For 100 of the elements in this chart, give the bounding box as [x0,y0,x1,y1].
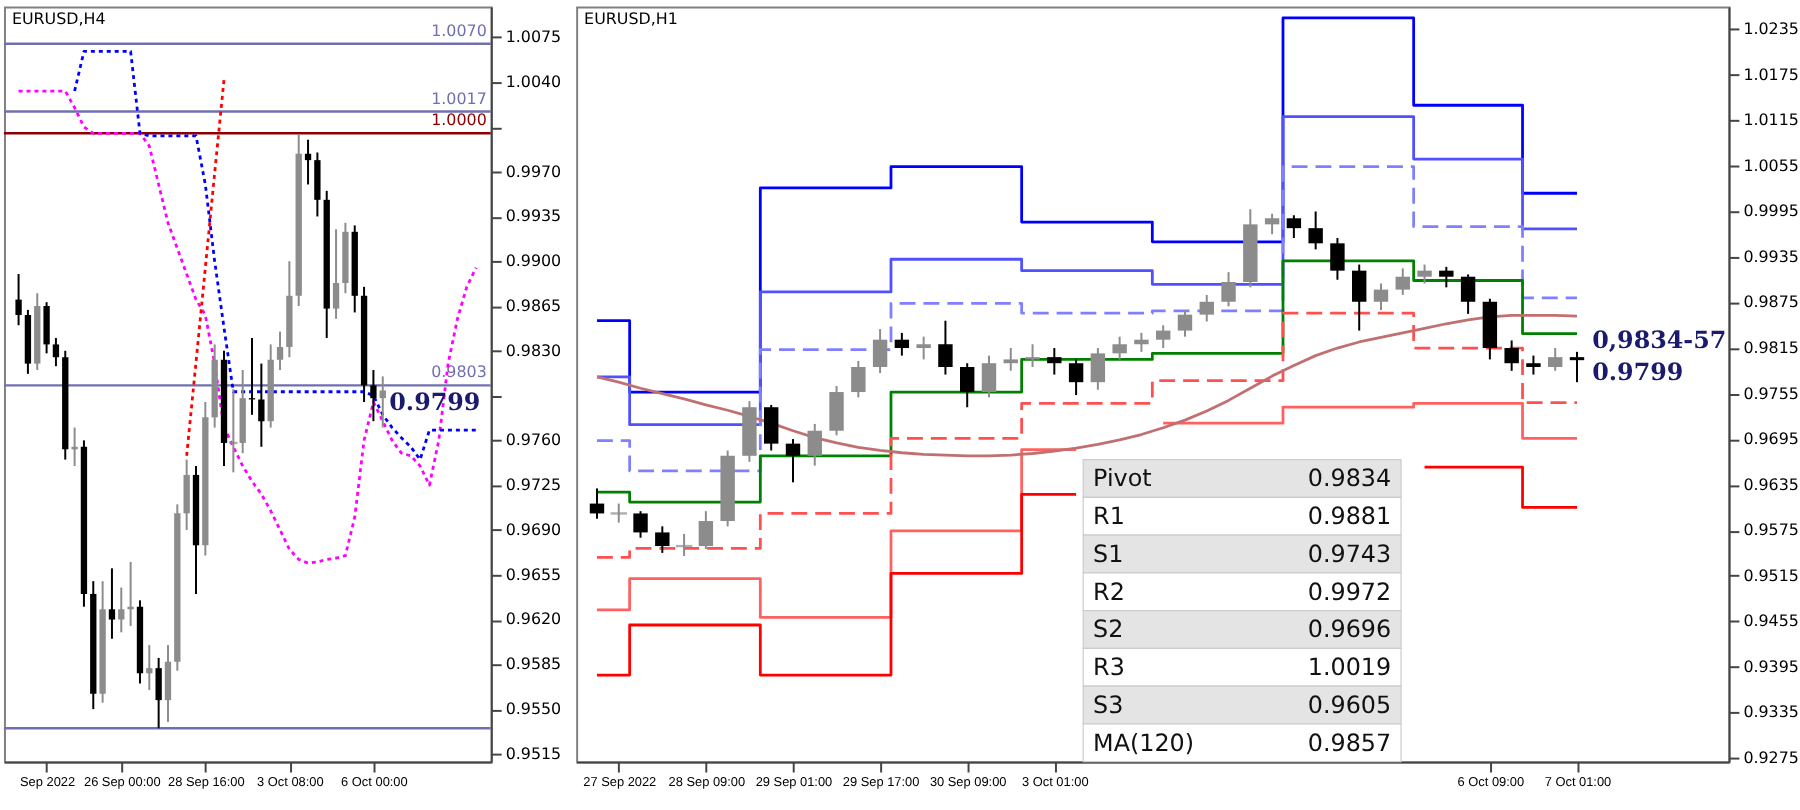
candlestick [314,151,321,218]
y-tick-label: 0.9575 [1743,521,1799,540]
candlestick [155,656,162,730]
candlestick [807,422,822,467]
candlestick [1025,343,1040,369]
y-tick-label: 0.9515 [505,744,562,763]
annotation: 0.9799 [1592,358,1684,387]
annotation: R2 [1093,577,1125,606]
candlestick [379,375,386,429]
candlestick [655,525,670,554]
annotation: S3 [1093,690,1124,719]
ref-line-label: 1.0000 [431,111,487,130]
candlestick [370,369,377,423]
y-tick-label: 0.9455 [1743,612,1799,631]
annotation: 0.9834 [1307,464,1392,493]
y-tick-label: 0.9550 [505,700,562,719]
y-tick-label: 0.9970 [505,162,562,181]
candlestick [43,301,50,355]
candlestick [258,362,265,448]
candlestick [1003,347,1018,372]
candlestick [304,138,312,186]
y-tick-label: 0.9620 [505,610,562,629]
candlestick [1548,347,1563,372]
candlestick [1112,335,1127,361]
candlestick [610,502,627,524]
y-tick-label: 0.9635 [1743,475,1799,494]
candlestick [1308,210,1323,251]
y-tick-label: 0.9760 [505,431,562,450]
y-tick-label: 0.9865 [505,296,562,315]
candlestick [1047,347,1062,376]
candlestick [108,567,116,640]
candlestick [633,510,648,539]
y-tick-label: 1.0040 [505,73,562,92]
chart-title: EURUSD,H4 [11,10,106,29]
candlestick [15,273,22,327]
candlestick [1373,282,1389,312]
candlestick [916,335,931,361]
candlestick [938,319,953,376]
candlestick [1134,331,1149,353]
y-tick-label: 0.9830 [505,341,562,360]
annotation: 0,9834-57 [1592,326,1727,355]
candlestick [960,362,975,409]
y-tick-label: 1.0175 [1743,65,1799,84]
annotation: 1.0019 [1307,653,1392,682]
candlestick [1330,237,1345,281]
annotation: S2 [1093,615,1124,644]
annotation: R1 [1093,502,1125,531]
annotation: 0.9605 [1307,690,1392,719]
annotation: 0.9799 [389,388,481,417]
candlestick [1177,309,1193,338]
candlestick [894,331,910,357]
y-tick-label: 1.0235 [1743,20,1799,39]
annotation: 0.9972 [1307,577,1392,606]
candlestick [764,403,779,452]
annotation: 0.9743 [1307,539,1392,568]
ref-line-label: 1.0017 [431,89,487,108]
candlestick [872,328,888,375]
candlestick [1068,358,1084,397]
y-tick-label: 0.9655 [505,565,562,584]
y-tick-label: 1.0115 [1743,111,1799,130]
y-tick-label: 0.9725 [505,476,562,495]
candlestick [1526,354,1541,376]
candlestick [1417,263,1432,285]
candlestick [1395,267,1410,296]
annotation: MA(120) [1093,728,1194,757]
candlestick [1090,347,1106,391]
candlestick [1221,271,1236,308]
ref-line-label: 0.9803 [431,363,487,382]
y-tick-label: 1.0055 [1743,156,1799,175]
candlestick [1482,297,1498,361]
candlestick [146,644,153,691]
annotation: S1 [1093,539,1124,568]
candlestick [829,384,844,437]
candlestick [1352,263,1367,332]
candlestick [1439,265,1454,289]
candlestick [1264,212,1280,236]
candlestick [332,228,340,320]
ref-line-label: 1.0070 [431,21,487,40]
y-tick-label: 0.9585 [505,655,562,674]
annotation: 0.9881 [1307,502,1392,531]
candlestick [1569,350,1585,384]
chart-title: EURUSD,H1 [584,10,678,29]
annotation: 0.9696 [1307,615,1392,644]
candlestick [851,359,866,399]
annotation: Pivot [1093,464,1153,493]
y-tick-label: 1.0075 [505,28,562,47]
line-series [185,78,226,458]
candlestick [981,354,997,399]
y-tick-label: 0.9815 [1743,339,1799,358]
candlestick [785,438,801,484]
y-tick-label: 0.9875 [1743,293,1799,312]
y-tick-label: 0.9690 [505,520,562,539]
y-tick-label: 0.9900 [505,252,562,271]
candlestick [1199,293,1214,323]
y-tick-label: 0.9695 [1743,430,1799,449]
candlestick [183,458,190,531]
annotation: 0.9857 [1307,728,1392,757]
y-tick-label: 0.9275 [1743,748,1799,767]
y-tick-label: 0.9995 [1743,202,1799,221]
candlestick [52,337,60,368]
